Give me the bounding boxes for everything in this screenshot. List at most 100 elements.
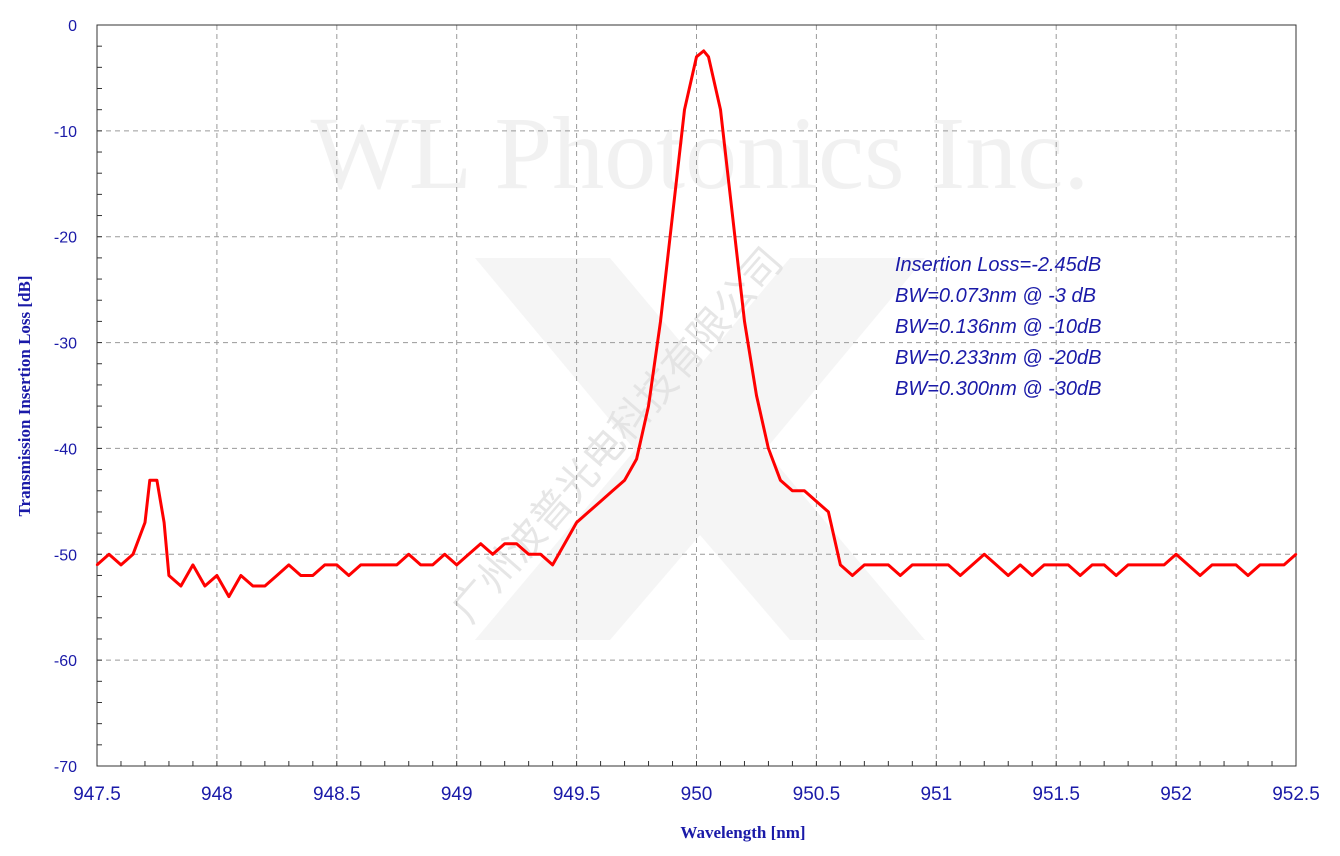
series-line-0 [96,49,1297,599]
series-point [1067,563,1070,567]
series-point [443,553,446,556]
series-group [95,49,1298,599]
series-point [587,510,590,514]
series-point [335,563,338,567]
series-point [1258,563,1262,567]
series-point [1079,574,1082,577]
x-tick-labels: 947.5 948 948.5 949 949.5 950 950.5 951 951.5 952… [73,784,1320,805]
series-point [323,563,326,567]
y-tick-label: 0 [68,18,77,35]
series-point [479,542,482,545]
series-point [131,553,135,556]
series-point [683,108,686,111]
series-point [1103,563,1106,567]
annotation-block: Insertion Loss=-2.45dB BW=0.073nm @ -3 d… [895,254,1102,400]
series-point [1115,574,1118,577]
series-point [1282,563,1286,567]
series-point [1234,563,1238,567]
series-point [527,553,530,556]
x-tick-label: 951 [920,784,952,805]
series-point [515,542,518,545]
series-point [467,553,470,556]
series-point [1126,563,1130,567]
y-tick-label: -70 [54,759,77,776]
series-point [815,500,818,503]
series-point [1246,574,1250,577]
y-tick-label: -50 [54,547,77,564]
y-tick-label: -20 [54,230,77,247]
series-point [875,563,878,567]
series-point [1031,574,1034,577]
grid [97,25,1296,766]
series-point [935,563,938,567]
series-point [275,574,279,577]
series-point [371,563,374,567]
annotation-bw-10db: BW=0.136nm @ -10dB [895,316,1102,338]
x-tick-label: 950.5 [793,784,841,805]
series-point [162,521,166,524]
series-point [227,595,231,598]
series-point [791,489,794,492]
x-tick-label: 952 [1160,784,1192,805]
series-point [167,574,171,577]
series-point [107,553,111,556]
series-point [623,479,626,482]
series-point [215,574,219,577]
series-point [839,563,842,567]
series-point [119,563,123,567]
series-point [767,447,770,450]
series-point [899,574,902,577]
series-point [702,49,705,53]
series-point [779,479,782,482]
series-point [299,574,302,577]
annotation-bw-30db: BW=0.300nm @ -30dB [895,378,1102,400]
series-point [671,214,674,217]
series-point [971,563,974,567]
series-point [263,584,267,588]
series-point [743,320,746,323]
series-point [563,542,566,545]
series-point [1091,563,1094,567]
y-axis-title: Transmission Insertion Loss [dB] [15,275,34,516]
series-point [635,457,638,461]
series-point [647,404,650,408]
series-point [695,55,698,58]
series-point [155,479,159,482]
series-point [1007,574,1010,577]
series-point [1019,563,1022,567]
x-tick-label: 947.5 [73,784,121,805]
series-point [491,553,494,556]
x-tick-label: 949 [441,784,473,805]
y-tick-label: -40 [54,441,77,458]
series-point [575,521,578,524]
series-point [1150,563,1154,567]
series-point [191,563,195,567]
series-point [1138,563,1142,567]
series-point [203,584,207,588]
series-point [995,563,998,567]
watermark-company-text: WL Photonics Inc. [311,96,1090,211]
minor-ticks [96,24,1297,767]
series-point [359,563,362,567]
series-point [923,563,926,567]
series-point [1174,553,1178,556]
series-point [1222,563,1226,567]
series-point [659,320,662,323]
y-tick-label: -10 [54,124,77,141]
series-point [148,479,151,482]
y-tick-labels: 0 -10 -20 -30 -40 -50 -60 -70 [54,18,77,776]
watermark-logo-icon [475,258,925,640]
x-axis-title: Wavelength [nm] [680,823,805,842]
series-point [1162,563,1166,567]
series-point [1294,553,1298,556]
series-point [239,574,243,577]
series-point [407,553,410,556]
series-point [983,553,986,556]
series-point [719,108,722,111]
series-point [755,394,758,397]
series-point [887,563,890,567]
series-point [395,563,398,567]
series-point [431,563,434,567]
x-tick-label: 948.5 [313,784,361,805]
